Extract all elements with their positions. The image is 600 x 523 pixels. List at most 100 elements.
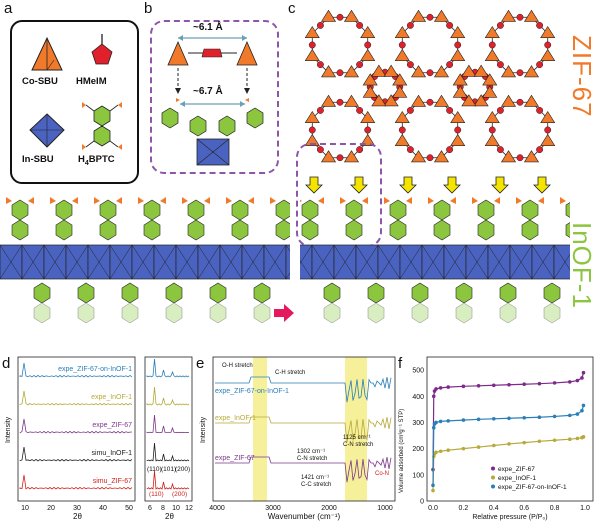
zif-cage: [394, 94, 466, 163]
ftir-annotation: 1302 cm⁻¹: [297, 449, 325, 455]
zif-cage: [362, 64, 408, 107]
ftir-annotation: Co-N: [375, 471, 389, 477]
pxrd-frame-right: [144, 356, 193, 502]
pxrd-xtick: 10: [172, 505, 180, 512]
co-sbu-node: [484, 25, 500, 39]
isotherm-point: [446, 448, 450, 453]
isotherm-legend-label: expe_ZIF-67-on-InOF-1: [498, 484, 567, 491]
co-sbu-node: [450, 48, 466, 61]
ftir-ylabel: Intensity: [200, 416, 207, 443]
zif-cage: [304, 9, 376, 78]
in-sbu-node: [43, 244, 67, 280]
isotherm-point: [522, 382, 526, 387]
inof-unit: [138, 197, 183, 324]
isotherm-xtick: 0.4: [489, 505, 499, 512]
in-sbu-node: [21, 244, 45, 280]
isotherm-point: [431, 394, 436, 399]
top-distance-label: ~6.1 Å: [193, 22, 223, 33]
isotherm-point: [575, 378, 580, 383]
panel-letter-e: e: [196, 355, 205, 372]
isotherm-point: [568, 437, 572, 442]
co-sbu-node: [450, 25, 466, 39]
co-sbu-node: [394, 133, 410, 146]
co-sbu-node: [394, 110, 410, 124]
isotherm-point: [438, 419, 443, 424]
in-sbu-node: [399, 244, 423, 280]
pxrd-series-label: expe_InOF-1: [91, 394, 132, 401]
isotherm-point: [434, 387, 438, 391]
co-sbu-node: [540, 133, 556, 146]
co-sbu-node: [304, 25, 320, 39]
ftir-xtick: 3000: [265, 505, 281, 512]
zif67-framework-diagram: [304, 9, 556, 163]
in-sbu-node: [355, 244, 379, 280]
isotherm-point: [446, 385, 450, 389]
zif-cage: [484, 9, 556, 78]
co-sbu-node: [540, 48, 556, 61]
co-sbu-node: [362, 85, 378, 98]
co-sbu-node: [450, 133, 466, 146]
isotherm-point: [507, 382, 511, 387]
in-sbu-node: [175, 244, 199, 280]
co-sbu-node: [410, 65, 427, 78]
pxrd-xtick: 12: [185, 505, 193, 512]
isotherm-point: [552, 438, 557, 443]
isotherm-point: [568, 380, 572, 384]
ftir-chart: Intensity Wavenumber (cm⁻¹) 4000 3000 2000 10…: [200, 356, 396, 521]
isotherm-point: [461, 384, 466, 389]
isotherm-point: [492, 443, 496, 448]
isotherm-point: [431, 488, 435, 493]
isotherm-point: [537, 439, 542, 444]
co-sbu-node: [410, 150, 427, 163]
ftir-series: [215, 376, 392, 403]
in-sbu-node: [300, 244, 313, 280]
inof1-chain-left: [0, 197, 290, 324]
ftir-annotation: C-C stretch: [301, 482, 331, 488]
isotherm-ytick: 400: [412, 394, 424, 401]
co-sbu-label: Co-SBU: [22, 76, 58, 87]
in-sbu-node: [87, 244, 111, 280]
panel-letter-a: a: [4, 0, 13, 17]
isotherm-point: [476, 417, 481, 422]
in-sbu-node: [509, 244, 533, 280]
isotherm-point: [581, 370, 586, 375]
co-sbu-node: [433, 65, 450, 78]
isotherm-point: [438, 386, 443, 390]
isotherm-xlabel: Relative pressure (P/P₀): [472, 514, 547, 521]
co-sbu-node: [394, 48, 410, 61]
ftir-annotation: C-N stretch: [343, 442, 373, 448]
co-sbu-node: [500, 150, 517, 163]
ftir-annotation: 1125 cm⁻¹: [343, 435, 371, 441]
pxrd-annotation: (200): [175, 466, 190, 473]
pxrd-xtick: 8: [161, 505, 165, 512]
co-sbu-node: [360, 48, 376, 61]
isotherm-xtick: 0.0: [428, 505, 438, 512]
inof-unit: [472, 197, 517, 324]
pxrd-series-right: [146, 358, 190, 378]
isotherm-point: [568, 413, 572, 418]
isotherm-ylabel: Volume adsorbed (cm³g⁻¹ STP): [399, 409, 405, 493]
isotherm-legend-marker: [491, 484, 495, 489]
co-sbu-node: [473, 94, 489, 107]
co-sbu-node: [343, 94, 360, 107]
pxrd-series-label: expe_ZIF-67-on-InOF-1: [58, 366, 132, 373]
isotherm-xtick: 0.2: [459, 505, 469, 512]
inof-unit: [226, 197, 271, 324]
co-sbu-node: [484, 133, 500, 146]
pxrd-frame-left: [17, 356, 136, 502]
zif-cage: [304, 94, 376, 163]
in-sbu-node: [197, 244, 221, 280]
isotherm-ytick: 0: [420, 499, 424, 506]
inof1-chain-right: [300, 197, 570, 324]
ftir-annotation: O-H stretch: [222, 363, 253, 369]
growth-arrows: [305, 176, 551, 194]
pxrd-xlabel-right: 2θ: [165, 512, 174, 521]
co-sbu-node: [392, 73, 408, 86]
inof-unit: [560, 197, 570, 238]
ftir-series-label: expe_ZIF-67: [215, 455, 255, 462]
co-sbu-node: [383, 64, 399, 77]
panel-letter-f: f: [398, 355, 403, 372]
pxrd-xtick: 10: [21, 505, 29, 512]
isotherm-point: [476, 384, 481, 388]
co-sbu-node: [371, 94, 387, 107]
